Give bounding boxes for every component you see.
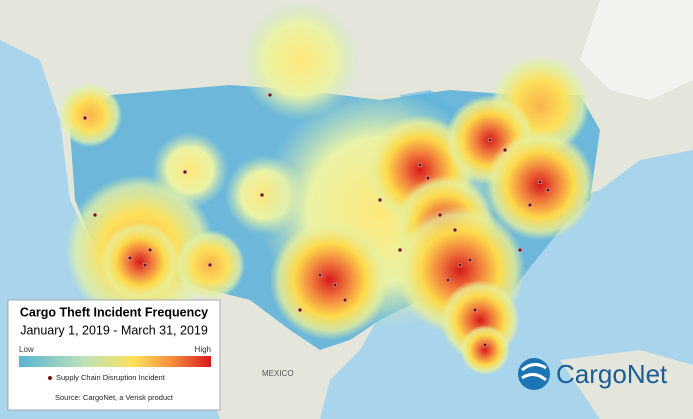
map-label: MEXICO	[262, 369, 294, 378]
incident-marker	[147, 247, 153, 253]
incident-marker	[267, 92, 273, 98]
legend-source: Source: CargoNet, a Verisk product	[55, 393, 174, 402]
incident-marker	[482, 342, 488, 348]
land-north	[580, 0, 693, 100]
heat-blob	[460, 325, 510, 375]
incident-marker	[332, 282, 338, 288]
incident-marker	[445, 277, 451, 283]
logo-swoosh	[521, 363, 547, 382]
incident-marker	[457, 262, 463, 268]
heat-blob	[100, 222, 180, 302]
incident-marker	[425, 175, 431, 181]
incident-marker	[127, 255, 133, 261]
incident-marker	[467, 257, 473, 263]
incident-marker	[502, 147, 508, 153]
legend-date-range: January 1, 2019 - March 31, 2019	[20, 323, 208, 337]
incident-marker	[377, 197, 383, 203]
legend-marker-label: Supply Chain Disruption Incident	[56, 373, 166, 382]
incident-marker	[452, 227, 458, 233]
incident-marker	[417, 162, 423, 168]
caribbean	[560, 350, 693, 419]
legend-scale	[19, 356, 211, 367]
incidents	[82, 92, 551, 348]
incident-marker	[537, 179, 543, 185]
incident-marker	[82, 115, 88, 121]
incident-marker	[342, 297, 348, 303]
legend-title: Cargo Theft Incident Frequency	[20, 305, 208, 319]
incident-marker	[259, 192, 265, 198]
incident-marker	[527, 202, 533, 208]
legend: Cargo Theft Incident Frequency January 1…	[7, 299, 221, 411]
incident-marker	[207, 262, 213, 268]
legend-marker	[48, 376, 52, 380]
incident-marker	[317, 272, 323, 278]
legend-high: High	[195, 345, 211, 354]
incident-marker	[397, 247, 403, 253]
logo: CargoNet	[518, 358, 668, 390]
heat-blob	[270, 220, 390, 340]
heat-blob	[58, 83, 122, 147]
legend-low: Low	[19, 345, 34, 354]
incident-marker	[545, 187, 551, 193]
incident-marker	[517, 247, 523, 253]
incident-marker	[297, 307, 303, 313]
incident-marker	[92, 212, 98, 218]
heat-blob	[485, 130, 595, 240]
incident-marker	[487, 137, 493, 143]
heat-blob	[240, 0, 360, 120]
heat-blobs	[58, 0, 595, 375]
incident-marker	[472, 307, 478, 313]
incident-marker	[437, 212, 443, 218]
incident-marker	[182, 169, 188, 175]
logo-text: CargoNet	[556, 359, 668, 389]
incident-marker	[142, 262, 148, 268]
legend-box	[7, 299, 221, 411]
